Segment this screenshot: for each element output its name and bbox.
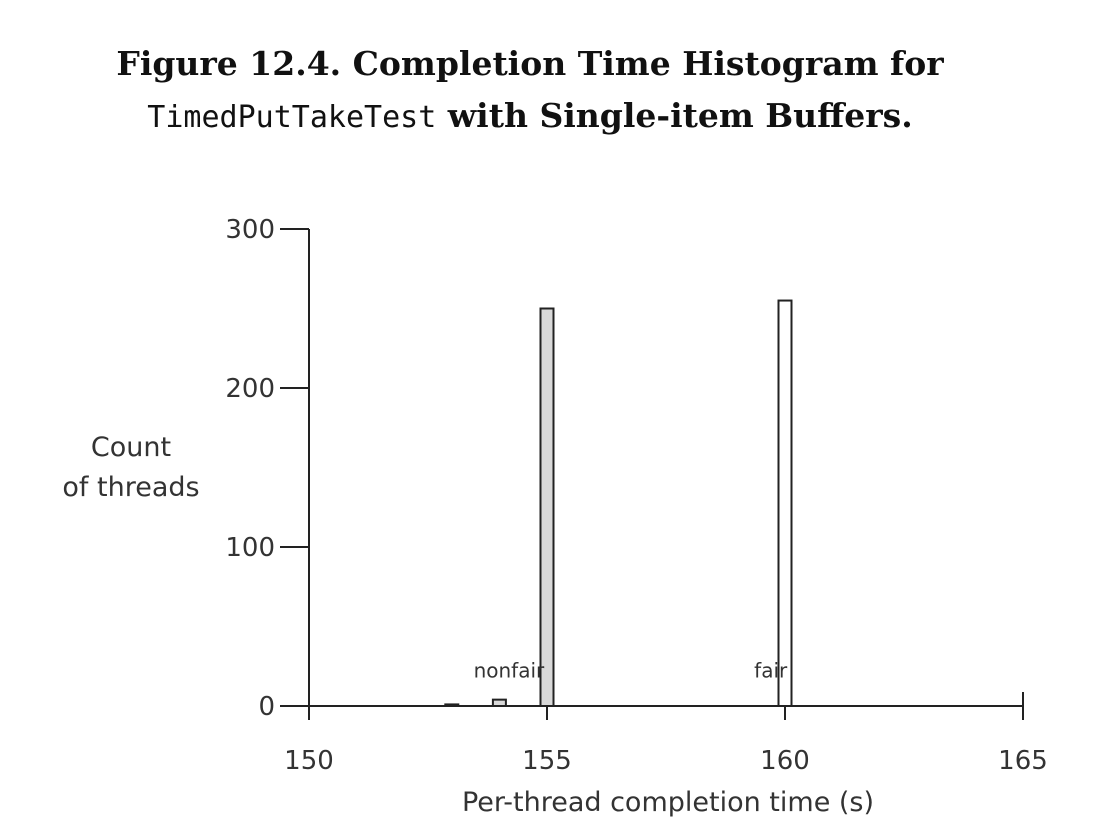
figure-title-line2: TimedPutTakeTest with Single-item Buffer… [0,90,1060,144]
y-axis-label: Count [91,432,171,463]
x-axis-label: Per-thread completion time (s) [462,787,874,818]
y-tick-label: 300 [225,215,275,245]
x-tick-label: 155 [522,746,572,776]
annotation-label: nonfair [474,658,545,682]
annotation-label: fair [754,658,788,682]
x-tick-label: 160 [760,746,810,776]
figure-title-line1: Figure 12.4. Completion Time Histogram f… [116,44,944,83]
figure-title-rest: with Single-item Buffers. [436,96,913,135]
bar-fair [777,299,793,707]
y-tick-label: 100 [225,533,275,563]
bar-nonfair [444,703,460,707]
x-tick-label: 150 [284,746,334,776]
bar-nonfair [539,307,555,707]
bar-nonfair [491,698,507,708]
y-tick-label: 200 [225,374,275,404]
figure-title-code: TimedPutTakeTest [147,100,437,135]
y-axis-label: of threads [62,472,199,503]
y-tick-label: 0 [258,692,275,722]
x-tick-label: 165 [998,746,1048,776]
figure-title: Figure 12.4. Completion Time Histogram f… [0,38,1060,144]
